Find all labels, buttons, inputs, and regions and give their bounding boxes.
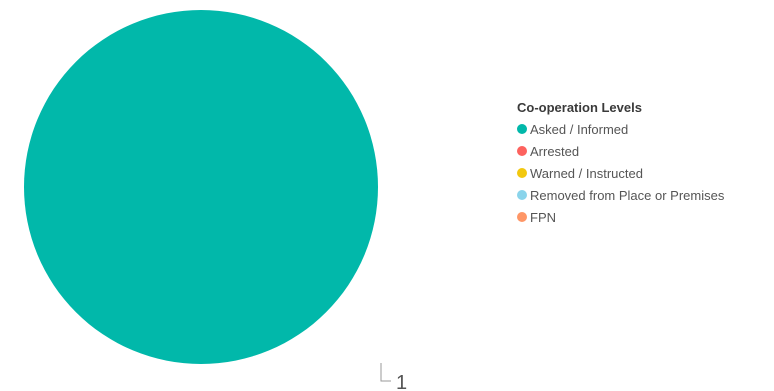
legend-label: FPN	[530, 209, 556, 225]
legend-items: Asked / Informed Arrested Warned / Instruc…	[517, 118, 724, 228]
pie-slices	[24, 10, 378, 364]
pie-slice[interactable]	[24, 10, 378, 364]
legend-label: Asked / Informed	[530, 121, 629, 137]
legend-swatch	[517, 124, 527, 134]
legend-swatch	[517, 212, 527, 222]
legend-label: Removed from Place or Premises	[530, 187, 725, 203]
legend-item[interactable]: FPN	[517, 206, 724, 228]
legend-swatch	[517, 146, 527, 156]
legend-item[interactable]: Asked / Informed	[517, 118, 724, 140]
legend: Co-operation Levels Asked / Informed Arre…	[517, 98, 724, 228]
legend-item[interactable]: Arrested	[517, 140, 724, 162]
legend-item[interactable]: Warned / Instructed	[517, 162, 724, 184]
legend-label: Arrested	[530, 143, 580, 159]
legend-swatch	[517, 168, 527, 178]
legend-label: Warned / Instructed	[530, 165, 643, 181]
data-label: 1	[396, 372, 407, 391]
legend-swatch	[517, 190, 527, 200]
data-label-leader-line	[380, 363, 391, 382]
legend-item[interactable]: Removed from Place or Premises	[517, 184, 724, 206]
legend-title: Co-operation Levels	[517, 100, 642, 115]
data-labels: 1	[380, 363, 407, 391]
